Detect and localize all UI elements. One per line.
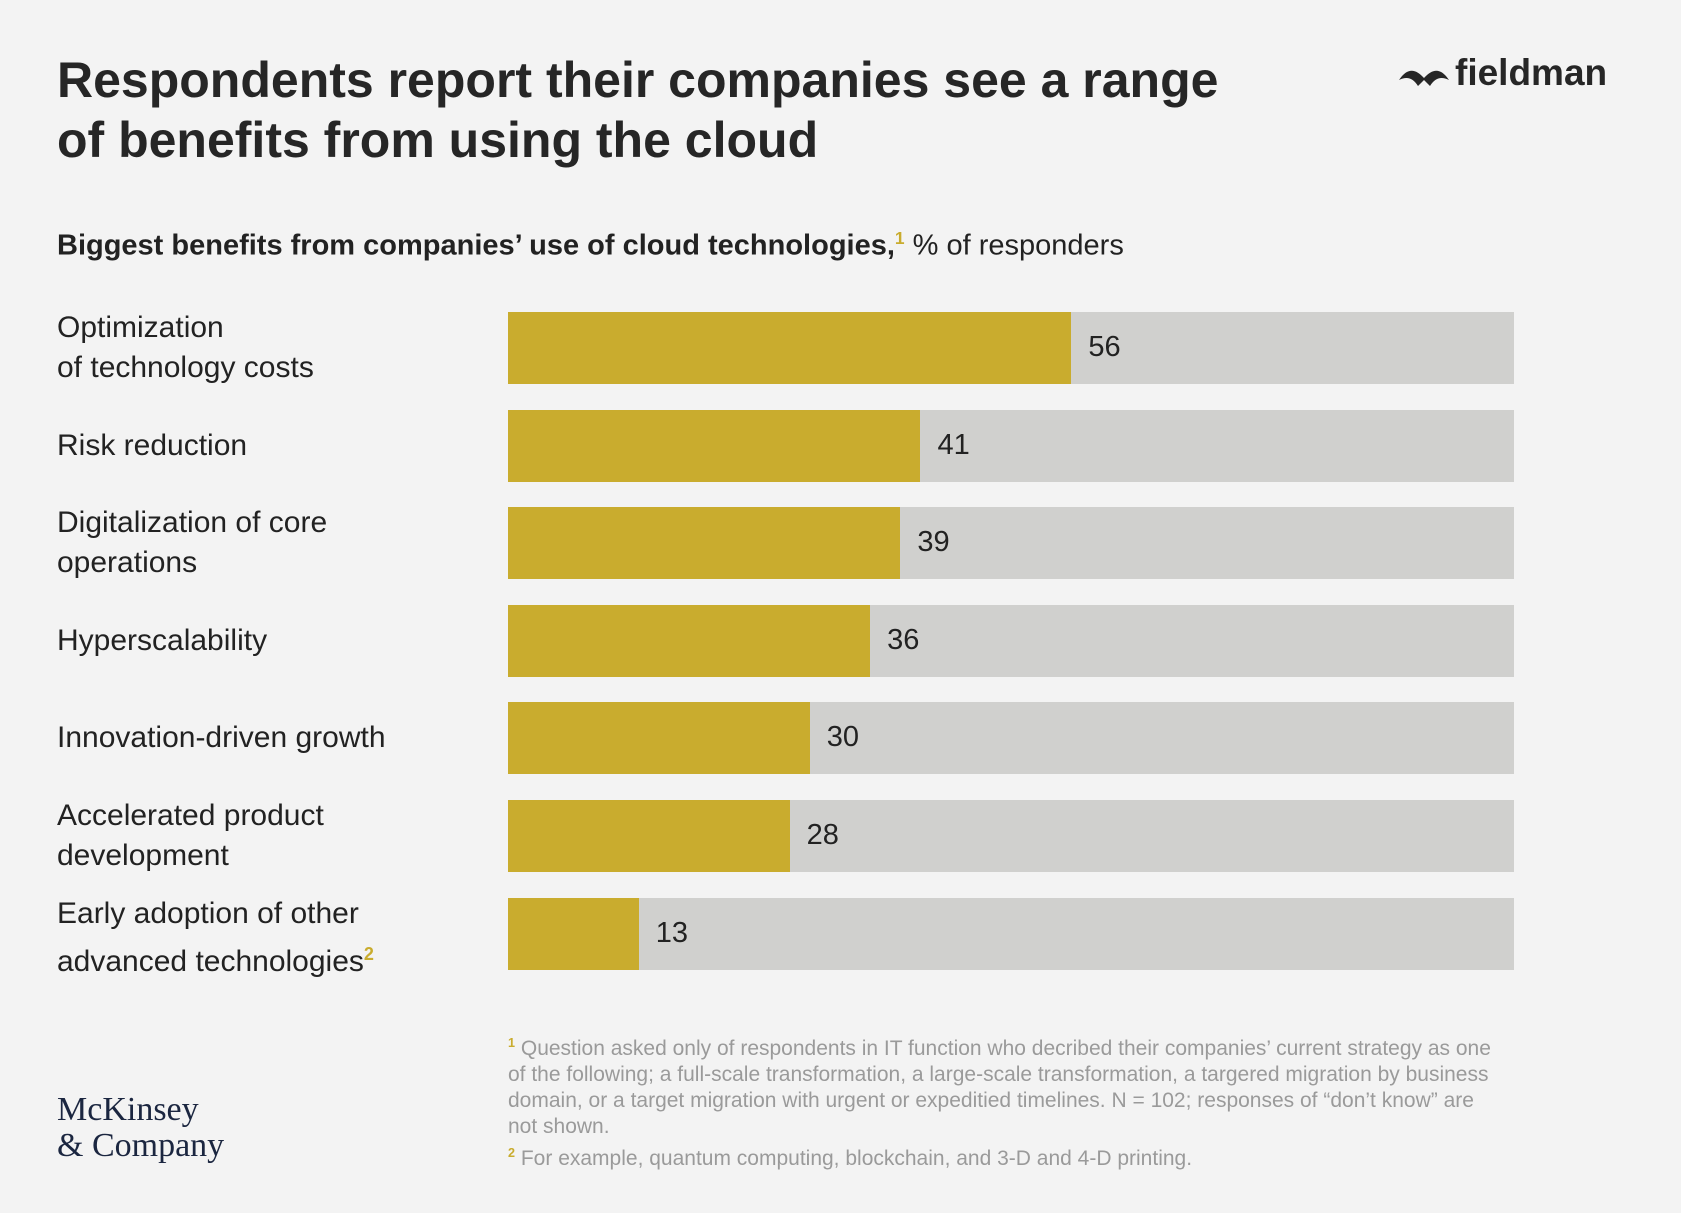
bar: [508, 409, 921, 482]
category-label: Optimization of technology costs: [57, 311, 314, 384]
category-label: Risk reduction: [57, 428, 248, 462]
value-label: 28: [806, 819, 839, 851]
category-label: Digitalization of core operations: [57, 506, 328, 580]
value-label: 41: [937, 428, 970, 461]
footnote-mark: 1: [508, 1036, 516, 1050]
bar: [508, 604, 871, 677]
value-label: 39: [917, 526, 950, 559]
footnote-mark: 1: [894, 228, 905, 248]
value-label: 13: [655, 916, 689, 949]
brand-name: fieldman: [1455, 52, 1608, 93]
bar: [508, 507, 901, 580]
value-label: 30: [826, 721, 860, 754]
bar: [508, 800, 790, 872]
bar: [508, 702, 810, 775]
category-label: Accelerated product development: [57, 799, 324, 872]
category-label: Innovation-driven growth: [57, 721, 386, 755]
subtitle-unit: % of responders: [912, 229, 1124, 262]
chart-subtitle: Biggest benefits from companies’ use of …: [57, 228, 1124, 263]
footnotes: 1 Question asked only of respondents in …: [508, 1030, 1493, 1172]
value-label: 36: [887, 623, 920, 656]
value-label: 56: [1088, 331, 1121, 363]
footnote: 2 For example, quantum computing, blockc…: [508, 1140, 1493, 1172]
footnote-mark: 2: [508, 1146, 516, 1160]
footnote-text: Question asked only of respondents in IT…: [508, 1037, 1491, 1138]
footnote: 1 Question asked only of respondents in …: [508, 1030, 1493, 1140]
brand-icon: [1399, 70, 1449, 86]
category-label: Hyperscalability: [57, 623, 268, 657]
bar: [508, 897, 639, 970]
bar: [508, 312, 1072, 384]
category-label: Early adoption of other advanced technol…: [57, 896, 374, 978]
source-logo: McKinsey & Company: [57, 1091, 225, 1164]
bar-track: [508, 897, 1514, 970]
subtitle-bold: Biggest benefits from companies’ use of …: [57, 229, 895, 262]
footnote-mark: 2: [363, 943, 374, 964]
chart-title: Respondents report their companies see a…: [57, 52, 1219, 168]
footnote-text: For example, quantum computing, blockcha…: [520, 1147, 1193, 1170]
